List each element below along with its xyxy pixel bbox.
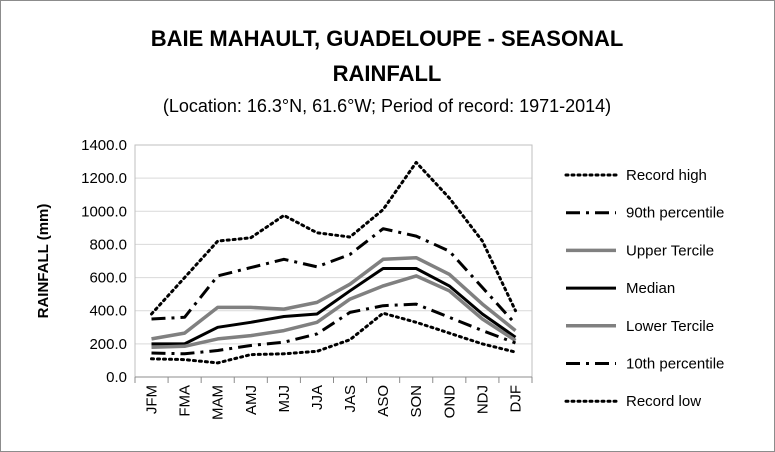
series-line-10th-percentile <box>151 302 517 356</box>
series-line-upper-tercile <box>151 255 517 341</box>
x-tick-label: SON <box>408 385 425 418</box>
chart-title-line1: BAIE MAHAULT, GUADELOUPE - SEASONAL <box>151 26 624 51</box>
series-line-record-low <box>150 311 517 365</box>
y-axis-label: RAINFALL (mm) <box>35 204 52 319</box>
y-tick-label: 200.0 <box>89 336 127 353</box>
x-tick-label: JAS <box>342 385 359 413</box>
y-tick-label: 1000.0 <box>81 203 127 220</box>
chart-subtitle: (Location: 16.3°N, 61.6°W; Period of rec… <box>163 96 611 116</box>
series-line-median <box>151 267 517 346</box>
legend-label: Record low <box>626 393 701 410</box>
y-tick-label: 400.0 <box>89 303 127 320</box>
legend-label: Median <box>626 280 675 297</box>
x-tick-label: JJA <box>309 385 326 410</box>
x-tick-label: DJF <box>507 385 524 413</box>
x-tick-label: FMA <box>177 385 194 417</box>
legend-label: Record high <box>626 167 707 184</box>
y-tick-label: 1400.0 <box>81 137 127 154</box>
x-tick-label: MAM <box>210 385 227 420</box>
y-tick-label: 0.0 <box>106 369 127 386</box>
legend: Record high 90th percentile Upper Tercile M… <box>564 167 724 410</box>
legend-label: 10th percentile <box>626 356 724 373</box>
series-line-90th-percentile <box>151 227 517 326</box>
x-tick-label: JFM <box>144 385 161 414</box>
x-tick-label: AMJ <box>243 385 260 415</box>
y-tick-label: 800.0 <box>89 236 127 253</box>
x-tick-label: OND <box>441 385 458 419</box>
series-line-lower-tercile <box>151 274 517 349</box>
y-tick-label: 600.0 <box>89 270 127 287</box>
series-line-record-high <box>150 160 517 316</box>
x-tick-label: MJJ <box>276 385 293 413</box>
x-tick-label: ASO <box>375 385 392 417</box>
x-tick-label: NDJ <box>474 385 491 414</box>
legend-label: Lower Tercile <box>626 318 714 335</box>
plot-area: 0.0 200.0 400.0 600.0 800.0 1000.0 1200.0 1400.… <box>81 137 533 420</box>
legend-label: Upper Tercile <box>626 242 714 259</box>
y-tick-label: 1200.0 <box>81 170 127 187</box>
chart-title-line2: RAINFALL <box>333 61 442 86</box>
legend-label: 90th percentile <box>626 205 724 222</box>
